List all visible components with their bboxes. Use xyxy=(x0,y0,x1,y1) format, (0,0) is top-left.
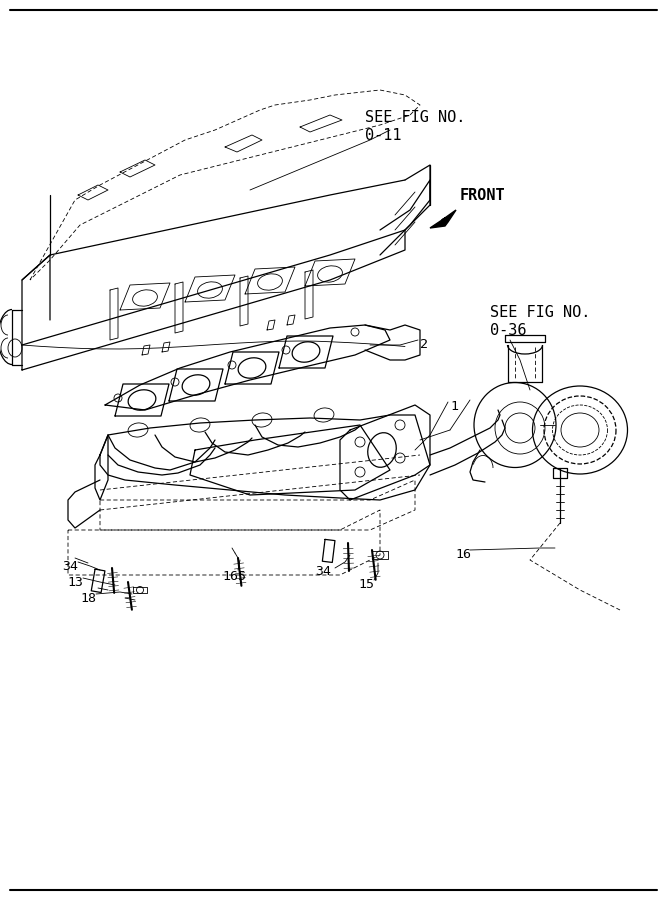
Text: 16: 16 xyxy=(455,548,471,561)
Text: SEE FIG NO.: SEE FIG NO. xyxy=(365,110,466,125)
Text: 2: 2 xyxy=(420,338,428,351)
Text: SEE FIG NO.: SEE FIG NO. xyxy=(490,305,590,320)
Text: 18: 18 xyxy=(80,592,96,605)
Text: 13: 13 xyxy=(67,576,83,589)
Text: 0-11: 0-11 xyxy=(365,128,402,143)
Text: 15: 15 xyxy=(358,578,374,591)
Text: 165: 165 xyxy=(222,570,246,583)
Text: 0-36: 0-36 xyxy=(490,323,526,338)
Polygon shape xyxy=(430,210,456,228)
Text: 34: 34 xyxy=(62,560,78,573)
Text: 1: 1 xyxy=(450,400,458,413)
Text: FRONT: FRONT xyxy=(460,188,506,203)
Text: 34: 34 xyxy=(315,565,331,578)
